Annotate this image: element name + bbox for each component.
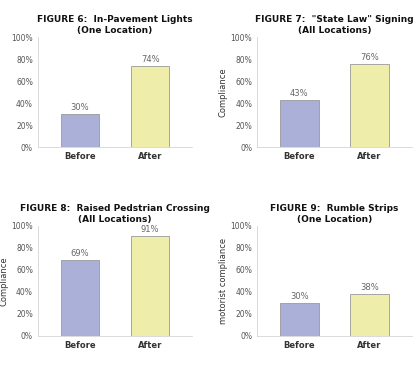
Y-axis label: Compliance: Compliance xyxy=(219,68,228,117)
Bar xyxy=(350,294,389,336)
Bar xyxy=(131,236,169,336)
Bar xyxy=(350,64,389,147)
Title: FIGURE 6:  In-Pavement Lights
(One Location): FIGURE 6: In-Pavement Lights (One Locati… xyxy=(37,15,193,35)
Text: 30%: 30% xyxy=(290,292,309,301)
Bar xyxy=(60,260,99,336)
Text: 30%: 30% xyxy=(71,103,89,112)
Text: 43%: 43% xyxy=(290,89,309,98)
Title: FIGURE 8:  Raised Pedstrian Crossing
(All Locations): FIGURE 8: Raised Pedstrian Crossing (All… xyxy=(20,204,210,224)
Text: 38%: 38% xyxy=(360,283,379,292)
Bar xyxy=(280,100,319,147)
Y-axis label: Compliance: Compliance xyxy=(0,256,8,305)
Bar xyxy=(280,303,319,336)
Text: 76%: 76% xyxy=(360,53,379,62)
Y-axis label: motorist compliance: motorist compliance xyxy=(219,238,228,324)
Text: 91%: 91% xyxy=(141,225,159,234)
Bar xyxy=(60,114,99,147)
Text: 69%: 69% xyxy=(71,250,89,258)
Bar xyxy=(131,66,169,147)
Title: FIGURE 7:  "State Law" Signing
(All Locations): FIGURE 7: "State Law" Signing (All Locat… xyxy=(255,15,414,35)
Text: 74%: 74% xyxy=(141,55,160,64)
Title: FIGURE 9:  Rumble Strips
(One Location): FIGURE 9: Rumble Strips (One Location) xyxy=(270,204,399,224)
